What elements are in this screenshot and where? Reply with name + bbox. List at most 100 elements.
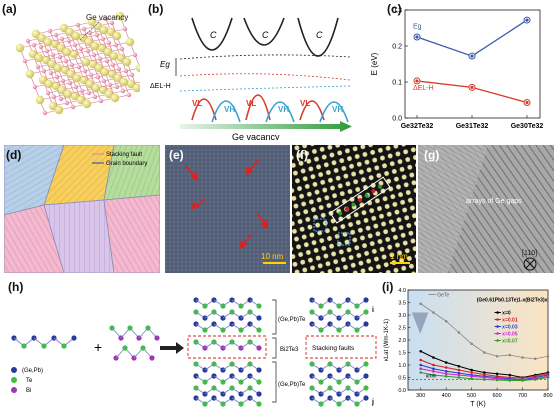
panel-h: (h) (Ge,Pb) Te Bi + (Ge,Pb)Te Bi2Te3 (Ge… [0,280,380,412]
lattice-atom [50,52,56,58]
lattice-atom [48,70,54,76]
lattice-atom [85,79,95,89]
lattice-atom [43,37,53,47]
stack-atom [256,367,262,373]
scale-text-f: 1 nm [390,252,408,261]
chart-i-xlabel: T (K) [470,401,485,408]
lattice-atom [113,73,123,83]
chart-i-legend-marker [496,332,499,335]
chart-i-point [432,367,435,371]
chart-i-point [533,378,537,381]
lattice-atom [75,22,81,28]
vh-label-3: VH [332,105,343,114]
lattice-atom [78,46,84,52]
chart-i-point [470,368,473,372]
chart-c-ytick-label: 0.3 [392,8,402,15]
stack-atom [363,385,369,391]
chart-i-point [546,354,550,358]
layer-top-label: (Ge,Pb)Te [278,317,306,323]
direction-label: [110] [522,250,537,257]
chart-i-point [444,372,448,376]
lattice-atom [132,83,140,93]
lattice-atom [79,88,85,94]
layer-mid-label: Bi2Te3 [280,347,299,353]
chart-i-formula: (Ge0.61Pb0.13Te)1-x(Bi2Te3)x [477,297,548,303]
band-structure-schematic: C C C Eg ΔEL-H VL VL VL VH VH VH Ge vaca… [150,17,352,140]
lattice-atom [100,36,106,42]
chart-c-xtick-label: Ge30Te32 [511,123,544,130]
chart-c-xtick-label: Ge31Te32 [456,123,489,130]
plus-sign: + [94,339,102,355]
tem-image-g: arrays of Ge gaps [110] [418,145,554,273]
chart-i-point [457,368,461,372]
lattice-atom [31,29,41,39]
chart-i-ytick-label: 2.5 [398,326,406,332]
band-c-3: C [316,30,323,40]
lattice-atom [97,43,107,53]
panel-g: (g) arrays of Ge gaps [110] [418,145,554,273]
lattice-atom [34,53,44,63]
chart-i-legend-marker [496,318,499,321]
chart-i-ytick-label: 3.0 [398,313,406,319]
lattice-atom [53,32,59,38]
chart-c-ytick-label: 0.0 [392,116,402,123]
lattice-atom [86,90,92,96]
eg-label: Eg [160,60,170,69]
lattice-atom [104,58,110,64]
chart-i-legend-label: x=0 [502,311,511,317]
chart-i-point [521,379,524,382]
stack-atom [363,309,369,315]
chart-i-legend-label: x=0.03 [502,325,518,331]
lattice-atom [82,68,88,74]
chart-i-point [508,379,512,382]
valence-band-l-3 [299,100,325,121]
legend-te-text: Te [26,378,33,384]
lattice-atom [41,68,47,74]
vh-dotted-line [179,85,351,92]
chart-c-point-core [525,100,529,105]
lattice-atom [91,83,101,93]
lattice-atom [114,84,120,90]
legend-stacking-text: Stacking fault [106,152,142,158]
lattice-atom [81,57,91,67]
vl-label-1: VL [192,99,202,108]
chart-c-legend-label: Eg [413,24,422,31]
lattice-atom [37,33,47,43]
panel-e: (e) 10 nm [165,145,290,273]
legend-grain-text: Grain boundary [106,161,147,167]
stack-atom [256,401,262,407]
panel-f-label: (f) [296,148,308,162]
chart-i-point [419,367,423,371]
lattice-atom [100,67,110,77]
chart-c-point-core [415,35,419,39]
legend-gepb-dot [11,367,17,373]
panel-e-label: (e) [169,148,184,162]
lattice-atom [132,52,138,58]
lattice-atom [101,78,107,84]
chart-i-point [470,374,473,378]
lattice-atom [107,82,113,88]
lattice-atom [73,84,79,90]
chart-c-point-core [470,54,474,58]
chart-i-point [546,376,550,379]
chart-i-point [419,358,423,362]
lattice-atom [63,58,69,64]
chart-i-legend-marker [496,325,499,328]
conduction-band-2 [243,17,285,46]
stack-atom [363,373,369,379]
lattice-atom [57,85,67,95]
chart-i-xtick-label: 400 [442,393,451,399]
lattice-atom [79,75,89,85]
chart-i-point [444,319,448,323]
lattice-atom [99,25,109,35]
lattice-atom [98,85,108,95]
conduction-band-3 [297,17,339,57]
lattice-atom [90,41,100,51]
chart-i-point [419,302,423,306]
vacancy-arrow-label: Ge vacancy [232,132,280,140]
lattice-atom [135,63,140,73]
chart-c-legend-label: ΔEL-H [413,85,434,92]
chart-i-ytick-label: 1.5 [398,351,406,357]
vl-label-3: VL [300,99,310,108]
lattice-atom [82,99,92,109]
